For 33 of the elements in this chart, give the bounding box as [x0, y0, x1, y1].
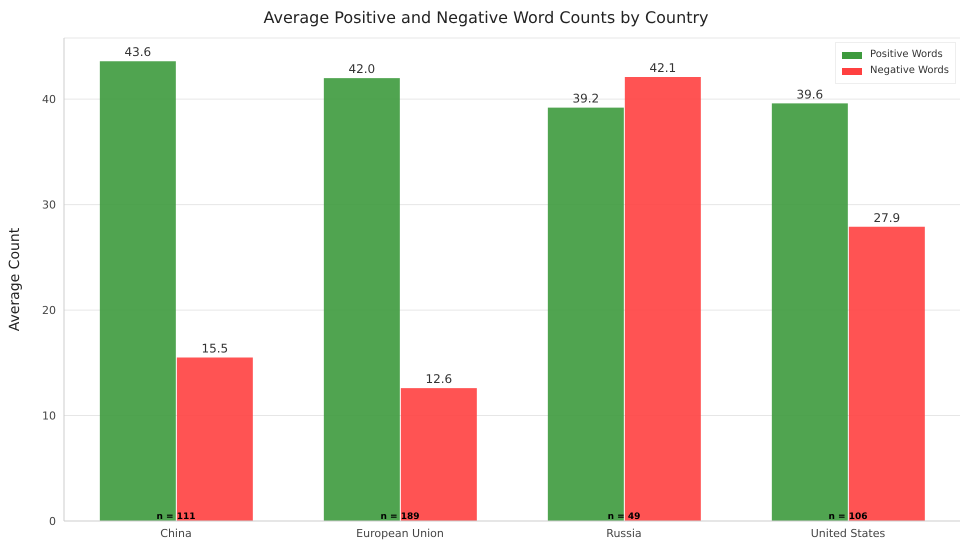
bar: [176, 358, 253, 521]
bar: [848, 226, 925, 521]
y-tick-label: 20: [42, 304, 56, 317]
bar: [400, 388, 477, 521]
data-label: 42.1: [649, 61, 676, 76]
bar: [548, 108, 624, 521]
x-tick-label: China: [160, 526, 192, 540]
annotation: n = 111: [156, 512, 196, 522]
y-tick-label: 40: [42, 93, 56, 106]
legend-label: Positive Words: [870, 48, 943, 62]
data-label: 27.9: [873, 210, 900, 225]
y-tick-label: 0: [49, 514, 56, 528]
annotation: n = 189: [380, 512, 420, 522]
data-label: 15.5: [201, 342, 228, 356]
y-axis-title: Average Count: [6, 227, 23, 332]
data-label: 42.0: [348, 62, 376, 76]
annotation: n = 106: [828, 512, 868, 522]
x-tick-label: European Union: [356, 526, 444, 540]
x-tick-label: United States: [810, 526, 886, 540]
x-tick-label: Russia: [606, 526, 642, 540]
bar: [100, 61, 176, 521]
data-label: 39.2: [572, 92, 600, 106]
data-label: 12.6: [425, 372, 452, 386]
bar: [624, 77, 701, 521]
chart-title: Average Positive and Negative Word Counts by Country: [262, 8, 710, 29]
y-tick-label: 30: [42, 198, 56, 212]
bar: [324, 78, 400, 521]
legend-label: Negative Words: [870, 64, 949, 78]
data-label: 39.6: [796, 87, 824, 102]
data-label: 43.6: [124, 45, 152, 60]
y-tick-label: 10: [42, 409, 56, 422]
bar: [772, 103, 848, 521]
annotation: n = 49: [608, 512, 640, 522]
